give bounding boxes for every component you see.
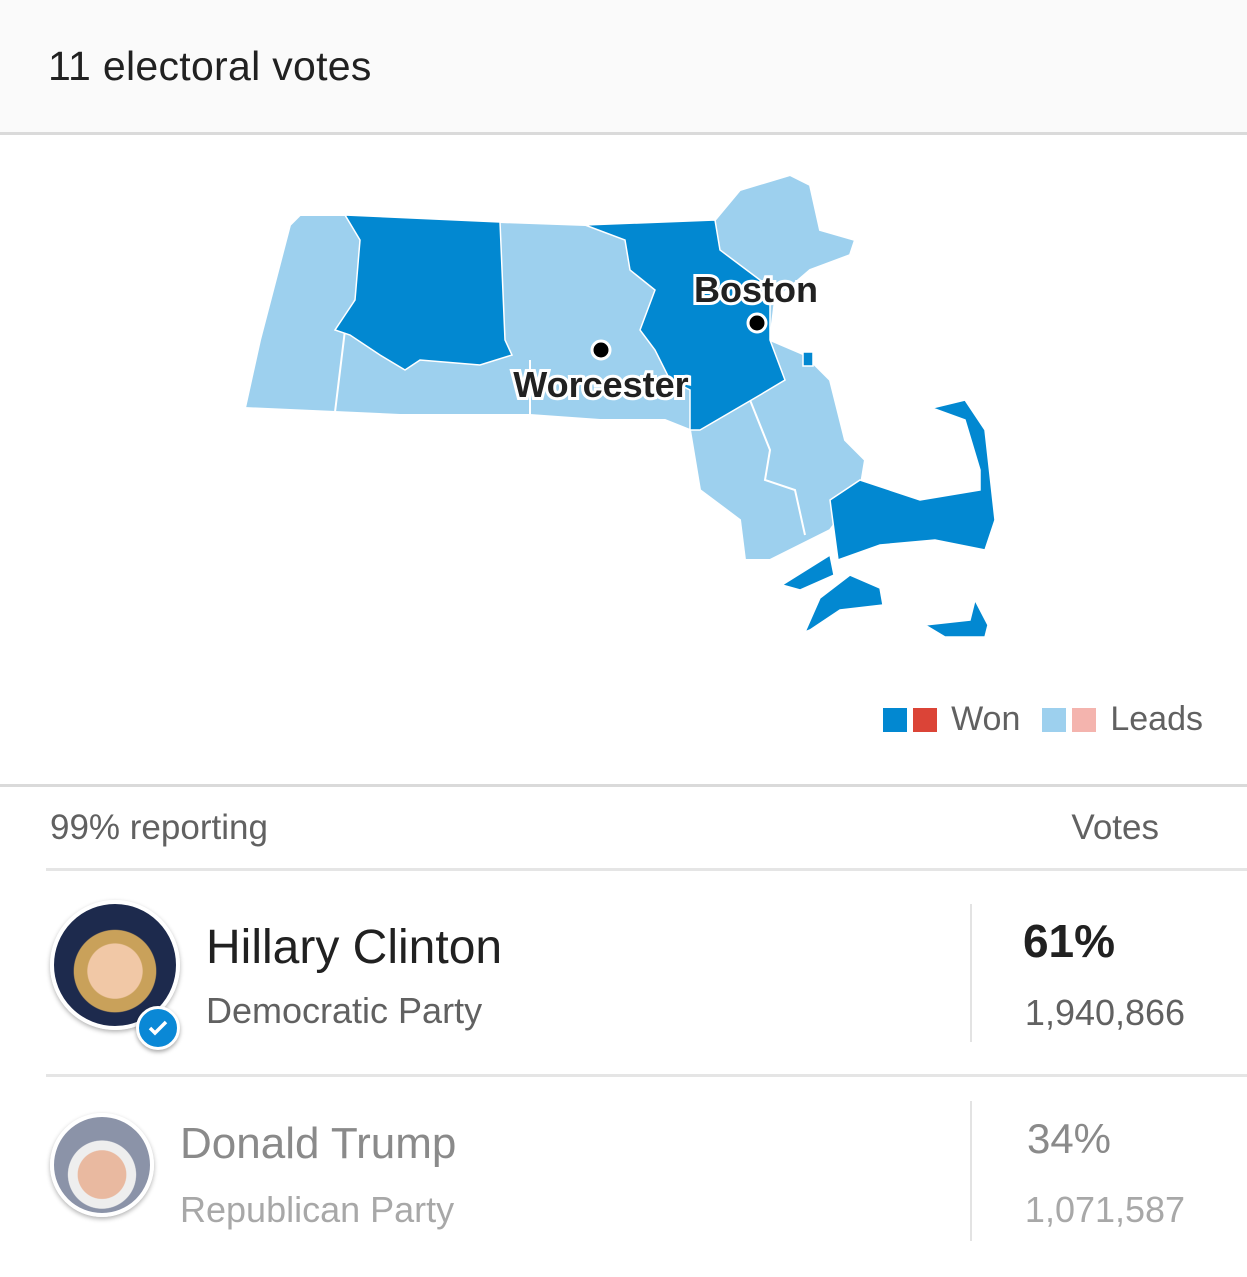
boston-marker [746,312,768,334]
map-region [922,597,989,638]
votes-column-header: Votes [1071,808,1159,847]
map-region [829,399,996,562]
results-header: 99% reporting Votes [50,808,1159,848]
candidate-party: Democratic Party [206,990,483,1031]
vote-percent: 34% [1026,1115,1112,1162]
electoral-votes-title: 11 electoral votes [48,42,372,89]
map-legend: Won Leads [883,700,1203,739]
rep-leads-swatch [1072,707,1097,732]
rep-won-swatch [913,707,938,732]
candidate-row[interactable]: Donald Trump Republican Party 34% 1,071,… [46,1077,1247,1277]
candidate-row[interactable]: Hillary Clinton Democratic Party 61% 1,9… [46,872,1247,1072]
worcester-marker [590,339,612,361]
divider [46,1074,1247,1077]
vote-percent: 61% [1022,915,1116,967]
candidate-name: Hillary Clinton [206,921,503,974]
legend-leads: Leads [1110,700,1203,738]
candidate-party: Republican Party [180,1189,455,1230]
legend-won: Won [951,700,1021,738]
divider [0,784,1247,787]
won-regions [333,214,996,638]
map-region [802,351,814,367]
dem-leads-swatch [1042,707,1067,732]
check-circle-icon [136,1006,180,1050]
state-map[interactable]: Boston Worcester [0,135,1247,695]
candidate-name: Donald Trump [180,1119,457,1168]
candidate-avatar [50,1113,154,1217]
column-divider [970,1101,972,1241]
reporting-status: 99% reporting [50,808,268,847]
map-region [780,553,835,591]
map-region [803,574,884,634]
vote-count: 1,940,866 [1024,992,1186,1033]
divider [46,868,1247,871]
map-region [584,219,786,431]
dem-won-swatch [883,707,908,732]
map-region [333,214,514,371]
vote-count: 1,071,587 [1024,1189,1186,1230]
city-label-worcester: Worcester [513,364,688,405]
header: 11 electoral votes [0,0,1247,135]
column-divider [970,904,972,1042]
city-label-boston: Boston [694,269,818,310]
